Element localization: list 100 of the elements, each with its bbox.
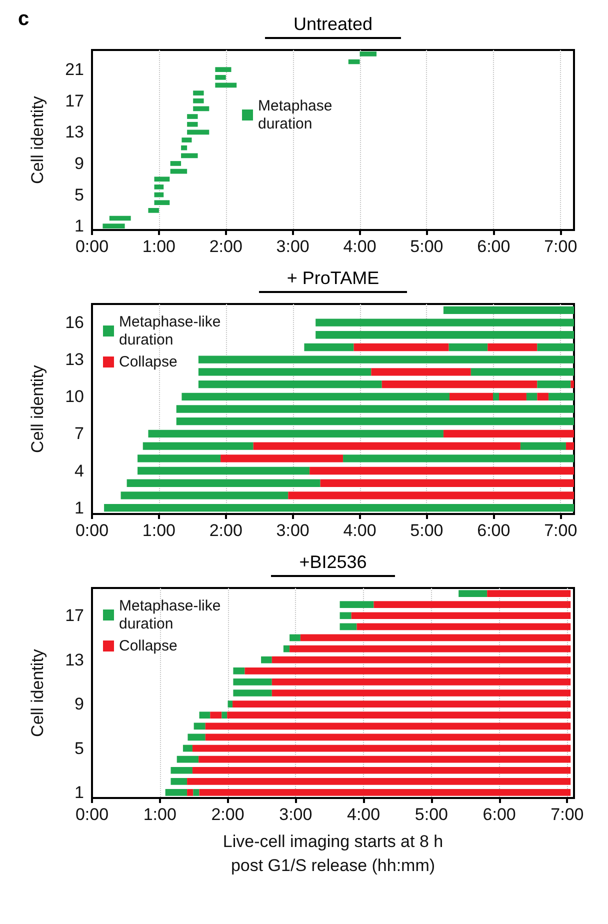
bar — [176, 405, 574, 413]
bar — [340, 601, 374, 608]
bar — [272, 678, 571, 686]
y-axis-title: Cell identity — [28, 96, 47, 184]
bar — [198, 356, 574, 364]
bar — [170, 161, 182, 166]
bar — [192, 766, 571, 774]
legend-label: Metaphase-like duration — [119, 598, 225, 632]
bar — [374, 601, 571, 608]
bar — [320, 479, 574, 487]
y-tick-label: 1 — [74, 782, 84, 802]
bar — [316, 318, 574, 326]
y-tick-label: 17 — [65, 91, 84, 110]
y-tick-label: 13 — [65, 122, 84, 142]
bar — [288, 492, 574, 500]
y-tick-label: 17 — [65, 606, 84, 626]
bar — [102, 224, 125, 229]
y-tick-label: 13 — [65, 350, 84, 370]
x-tick-label: 4:00 — [343, 521, 376, 540]
bar — [499, 392, 526, 400]
bar — [154, 176, 170, 182]
x-tick-label: 3:00 — [276, 237, 310, 256]
bar — [193, 106, 210, 112]
bar — [215, 82, 237, 88]
bar — [215, 67, 232, 72]
bar — [176, 418, 574, 426]
bar — [354, 343, 449, 352]
bar — [120, 492, 288, 500]
bar — [526, 392, 538, 400]
y-tick-label: 16 — [65, 313, 84, 332]
bar — [272, 656, 571, 664]
bar — [348, 59, 360, 64]
bar — [458, 590, 488, 597]
legend-label: Metaphase duration — [258, 98, 336, 132]
bar — [182, 138, 192, 142]
bar — [109, 216, 131, 221]
bar — [244, 667, 571, 674]
bar — [290, 634, 300, 642]
x-tick-label: 2:00 — [209, 237, 242, 256]
bar — [170, 168, 188, 174]
bar — [210, 712, 222, 719]
bar — [126, 479, 320, 487]
chart-title: Untreated — [265, 8, 401, 39]
x-tick-label: 6:00 — [477, 521, 510, 540]
bar — [304, 343, 354, 352]
bar — [182, 392, 450, 400]
y-axis-title: Cell identity — [28, 648, 47, 737]
x-tick-label: 1:00 — [142, 521, 176, 540]
bar — [148, 430, 444, 438]
x-tick-label: 1:00 — [142, 237, 176, 256]
bar — [227, 712, 571, 719]
bar — [181, 153, 198, 158]
bar — [443, 306, 574, 314]
bar — [193, 789, 200, 796]
y-axis-title: Cell identity — [28, 364, 47, 453]
x-tick-label: 7:00 — [550, 805, 584, 824]
bar — [261, 656, 272, 664]
bar — [198, 368, 372, 376]
bar — [199, 789, 571, 796]
bar — [232, 700, 571, 708]
x-tick-label: 5:00 — [410, 237, 444, 256]
bar — [233, 690, 272, 696]
bar — [188, 734, 206, 741]
legend-label: Collapse — [119, 354, 178, 370]
bar — [205, 722, 571, 730]
bar — [192, 744, 571, 752]
x-tick-label: 4:00 — [343, 237, 376, 256]
bar — [193, 98, 204, 104]
y-tick-label: 5 — [74, 185, 84, 204]
bar — [194, 722, 206, 730]
bar — [176, 756, 199, 763]
bar — [566, 442, 574, 450]
bar — [316, 331, 574, 339]
x-tick-label: 2:00 — [211, 805, 244, 824]
y-tick-label: 1 — [74, 216, 84, 236]
x-tick-label: 4:00 — [347, 805, 380, 824]
x-tick-label: 5:00 — [410, 521, 444, 540]
y-tick-label: 13 — [65, 650, 84, 670]
bar — [233, 667, 245, 674]
bar — [148, 208, 159, 213]
bar — [340, 623, 357, 630]
y-tick-label: 10 — [65, 387, 84, 406]
bar — [233, 678, 272, 686]
bar — [154, 200, 170, 206]
bar — [492, 392, 500, 400]
bar — [187, 114, 198, 119]
text: c — [18, 8, 30, 31]
bar — [253, 442, 520, 450]
y-tick-label: 5 — [74, 738, 84, 758]
x-tick-label: 3:00 — [276, 521, 310, 540]
x-axis-title: Live-cell imaging starts at 8 h post G1/S release (hh:mm) — [222, 831, 444, 877]
bar — [272, 690, 571, 696]
x-tick-label: 0:00 — [75, 805, 109, 824]
x-tick-label: 5:00 — [414, 805, 448, 824]
bar — [199, 712, 210, 719]
bar — [228, 700, 233, 708]
bar — [310, 466, 574, 475]
bar — [104, 504, 574, 512]
bar — [154, 184, 164, 190]
bar — [193, 90, 204, 96]
